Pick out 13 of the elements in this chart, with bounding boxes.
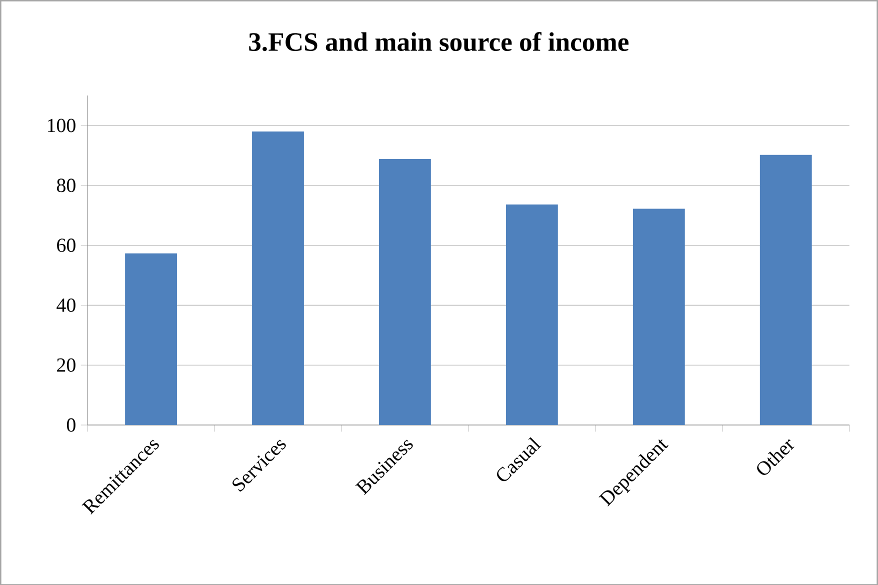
y-tick-label: 80	[56, 178, 76, 192]
bar	[252, 131, 304, 425]
bar	[125, 253, 177, 425]
y-tick-label: 0	[66, 418, 76, 432]
bar	[506, 204, 558, 425]
y-tick-label: 40	[56, 298, 76, 312]
y-tick-label: 20	[57, 358, 76, 372]
y-tick-label: 60	[57, 238, 76, 252]
chart-title: 3.FCS and main source of income	[249, 32, 629, 51]
y-tick-label: 100	[48, 118, 76, 132]
bar	[379, 158, 431, 425]
bar	[760, 154, 812, 425]
bar	[632, 208, 685, 425]
